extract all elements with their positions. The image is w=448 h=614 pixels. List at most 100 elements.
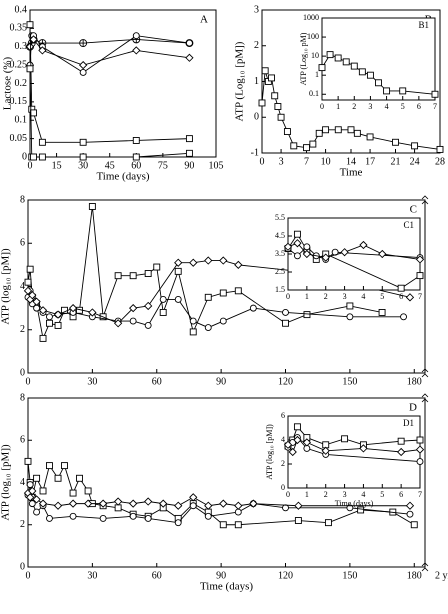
y-tick-label: 8 bbox=[20, 194, 25, 205]
x-tick-label: 17 bbox=[365, 156, 375, 167]
marker-square bbox=[189, 328, 197, 336]
marker-diamond bbox=[321, 253, 330, 262]
marker-diamond bbox=[68, 499, 78, 508]
marker-square bbox=[334, 54, 342, 62]
marker-diamond bbox=[174, 501, 183, 510]
x-tick-label: 1 bbox=[305, 490, 309, 499]
marker-square bbox=[436, 145, 444, 153]
panel-label: C bbox=[410, 204, 417, 216]
marker-square bbox=[153, 263, 161, 271]
marker-diamond bbox=[302, 249, 311, 259]
panel-label: D bbox=[409, 402, 417, 414]
x-tick-label: 90 bbox=[184, 160, 194, 171]
marker-circle bbox=[33, 508, 41, 516]
marker-diamond bbox=[144, 497, 153, 506]
x-tick-label: 6 bbox=[399, 490, 403, 499]
marker-diamond bbox=[159, 499, 168, 508]
marker-square bbox=[54, 321, 62, 329]
marker-square bbox=[358, 68, 366, 76]
marker-square bbox=[258, 99, 266, 107]
x-tick-label: 30 bbox=[78, 160, 88, 171]
marker-circle bbox=[174, 519, 182, 527]
marker-square bbox=[283, 128, 291, 136]
marker-circle bbox=[144, 514, 152, 522]
marker-diamond bbox=[219, 499, 228, 508]
marker-circle bbox=[185, 39, 193, 47]
marker-square bbox=[61, 462, 68, 470]
marker-square bbox=[416, 272, 424, 280]
x-tick-label: 21 bbox=[391, 156, 401, 167]
x-tick-label: 6 bbox=[399, 292, 403, 301]
y-tick-label: -1 bbox=[251, 147, 259, 158]
x-tick-label: 90 bbox=[216, 376, 226, 387]
marker-circle bbox=[303, 243, 311, 251]
marker-diamond bbox=[79, 60, 88, 70]
x-tick-label: 5 bbox=[401, 102, 405, 111]
marker-circle bbox=[346, 313, 354, 321]
x-tick-label: 1 bbox=[305, 292, 309, 301]
x-tick-label: 7 bbox=[304, 156, 309, 167]
marker-square bbox=[271, 92, 279, 100]
x-axis-label: Time bbox=[340, 167, 363, 179]
x-tick-label: 2 bbox=[324, 292, 328, 301]
y-tick-label: 1.5 bbox=[275, 285, 285, 294]
marker-diamond bbox=[28, 486, 37, 496]
marker-square bbox=[350, 62, 358, 70]
marker-diamond bbox=[415, 255, 425, 264]
marker-circle bbox=[144, 321, 152, 329]
marker-square bbox=[303, 311, 311, 319]
marker-circle bbox=[204, 324, 212, 332]
marker-square bbox=[46, 462, 53, 470]
y-axis-label: ATP (Log₁₀ [pM]) bbox=[234, 41, 246, 121]
marker-square bbox=[234, 287, 242, 295]
x-tick-label: 90 bbox=[216, 570, 226, 581]
marker-square bbox=[274, 103, 282, 110]
marker-diamond bbox=[359, 240, 368, 250]
marker-square bbox=[347, 126, 355, 134]
marker-circle bbox=[219, 317, 227, 325]
marker-circle bbox=[400, 313, 407, 321]
x-tick-label: 150 bbox=[342, 376, 357, 387]
marker-square bbox=[397, 437, 405, 445]
marker-square bbox=[204, 293, 212, 301]
marker-square bbox=[26, 265, 34, 273]
marker-diamond bbox=[293, 435, 302, 445]
marker-diamond bbox=[25, 42, 35, 51]
panel-label: D1 bbox=[403, 418, 414, 428]
x-tick-label: 7 bbox=[418, 490, 422, 499]
marker-circle bbox=[293, 252, 301, 260]
marker-diamond bbox=[129, 499, 138, 508]
marker-square bbox=[397, 284, 405, 292]
marker-diamond bbox=[340, 248, 349, 257]
x-tick-label: 1 bbox=[336, 102, 340, 111]
x-tick-label: 28 bbox=[435, 156, 445, 167]
x-tick-label: 180 bbox=[407, 376, 422, 387]
marker-square bbox=[293, 423, 301, 431]
marker-circle bbox=[249, 304, 257, 312]
marker-square bbox=[322, 126, 330, 134]
marker-square bbox=[144, 270, 152, 277]
marker-diamond bbox=[405, 293, 415, 302]
marker-diamond bbox=[219, 256, 228, 265]
x-tick-label: 0 bbox=[26, 570, 31, 581]
marker-square bbox=[26, 21, 34, 29]
marker-circle bbox=[99, 514, 107, 522]
marker-square bbox=[383, 87, 391, 95]
y-tick-label: 10 bbox=[311, 51, 319, 60]
marker-circle bbox=[79, 69, 87, 76]
marker-square bbox=[88, 203, 96, 210]
marker-square bbox=[38, 153, 46, 161]
x-tick-label: 3 bbox=[279, 156, 284, 167]
marker-circle bbox=[129, 317, 137, 325]
plot-frame bbox=[29, 9, 217, 158]
marker-square bbox=[334, 126, 342, 134]
x-tick-label: 45 bbox=[105, 160, 115, 171]
x-tick-label: 105 bbox=[209, 160, 224, 171]
marker-diamond bbox=[189, 258, 198, 267]
y-tick-label: 0.05 bbox=[10, 133, 28, 144]
marker-square bbox=[411, 142, 419, 150]
marker-diamond bbox=[88, 308, 97, 317]
marker-square bbox=[185, 149, 193, 157]
x-tick-label: 150 bbox=[342, 570, 357, 581]
x-tick-label: 10 bbox=[321, 156, 331, 167]
